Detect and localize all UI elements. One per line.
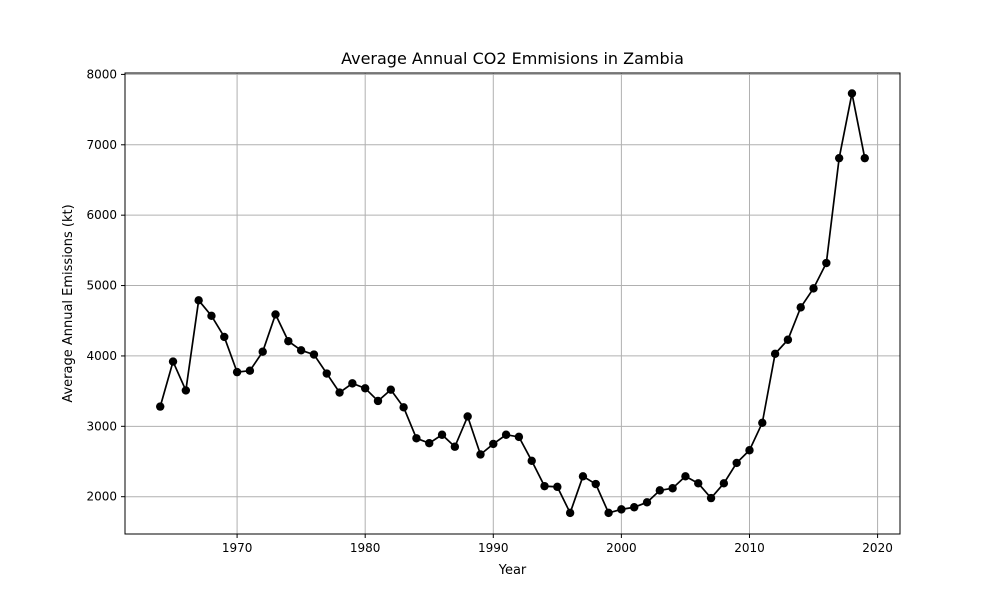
data-point-marker [732,458,741,468]
data-point-marker [527,456,536,466]
data-point-marker [207,311,216,321]
data-point-marker [425,439,434,448]
data-point-marker [822,258,831,268]
data-point-marker [181,386,191,395]
data-point-marker [373,396,383,406]
x-tick-label: 2020 [862,541,893,555]
data-point-marker [489,439,498,449]
data-point-marker [591,479,600,489]
data-point-marker [501,430,511,439]
x-tick-label: 2000 [606,541,637,555]
data-point-marker [629,503,639,512]
data-point-marker [796,303,805,312]
data-point-marker [719,479,729,488]
data-point-marker [296,346,306,355]
x-tick-label: 1970 [222,541,253,555]
data-point-marker [514,432,524,442]
chart-title: Average Annual CO2 Emmisions in Zambia [341,49,684,68]
data-point-marker [809,284,818,293]
data-point-marker [770,349,780,359]
data-point-marker [847,89,857,98]
data-point-marker [681,472,690,481]
data-point-marker [232,367,242,377]
y-tick-label: 3000 [86,419,117,433]
y-tick-label: 6000 [86,208,117,222]
data-point-marker [745,446,754,455]
data-point-marker [565,508,575,518]
data-point-marker [540,481,549,491]
y-tick-label: 2000 [86,490,117,504]
y-tick-label: 5000 [86,279,117,293]
data-point-marker [668,484,677,493]
data-point-marker [360,384,370,393]
x-tick-label: 1990 [478,541,509,555]
data-point-marker [694,479,703,488]
y-tick-label: 8000 [86,67,117,81]
data-point-marker [156,402,165,411]
data-point-marker [245,366,255,375]
data-point-marker [604,508,613,518]
data-point-marker [706,493,716,503]
y-tick-label: 7000 [86,138,117,152]
data-point-marker [309,350,319,359]
data-point-marker [335,388,344,397]
data-point-marker [284,336,293,346]
data-point-marker [412,434,421,443]
data-point-marker [860,153,869,163]
data-point-marker [194,296,203,305]
x-tick-label: 2010 [734,541,765,555]
data-point-marker [322,369,331,378]
data-point-marker [220,332,229,342]
axes: 1970 1980 1990 2000 2010 2020 2000 3000 4000 5000… [86,67,892,555]
gridlines [125,73,900,534]
data-point-marker [642,498,652,507]
x-axis-label: Year [498,563,527,578]
data-point-marker [655,486,665,495]
data-point-marker [834,153,844,163]
data-point-marker [758,418,767,427]
data-point-marker [437,430,447,439]
data-point-marker [783,335,793,344]
data-point-marker [399,403,408,412]
data-point-marker [450,442,460,451]
y-axis-label: Average Annual Emissions (kt) [61,204,76,402]
data-point-marker [258,347,267,356]
data-point-marker [617,505,626,514]
x-tick-label: 1980 [350,541,381,555]
data-point-marker [578,472,588,481]
data-point-marker [168,357,178,366]
data-point-marker [476,450,485,459]
data-point-marker [463,412,472,421]
data-series [156,89,869,518]
data-point-marker [271,310,280,319]
plot-frame [124,72,901,535]
data-point-marker [348,379,357,388]
data-point-marker [386,385,396,394]
data-point-marker [553,482,562,492]
y-tick-label: 4000 [86,349,117,363]
